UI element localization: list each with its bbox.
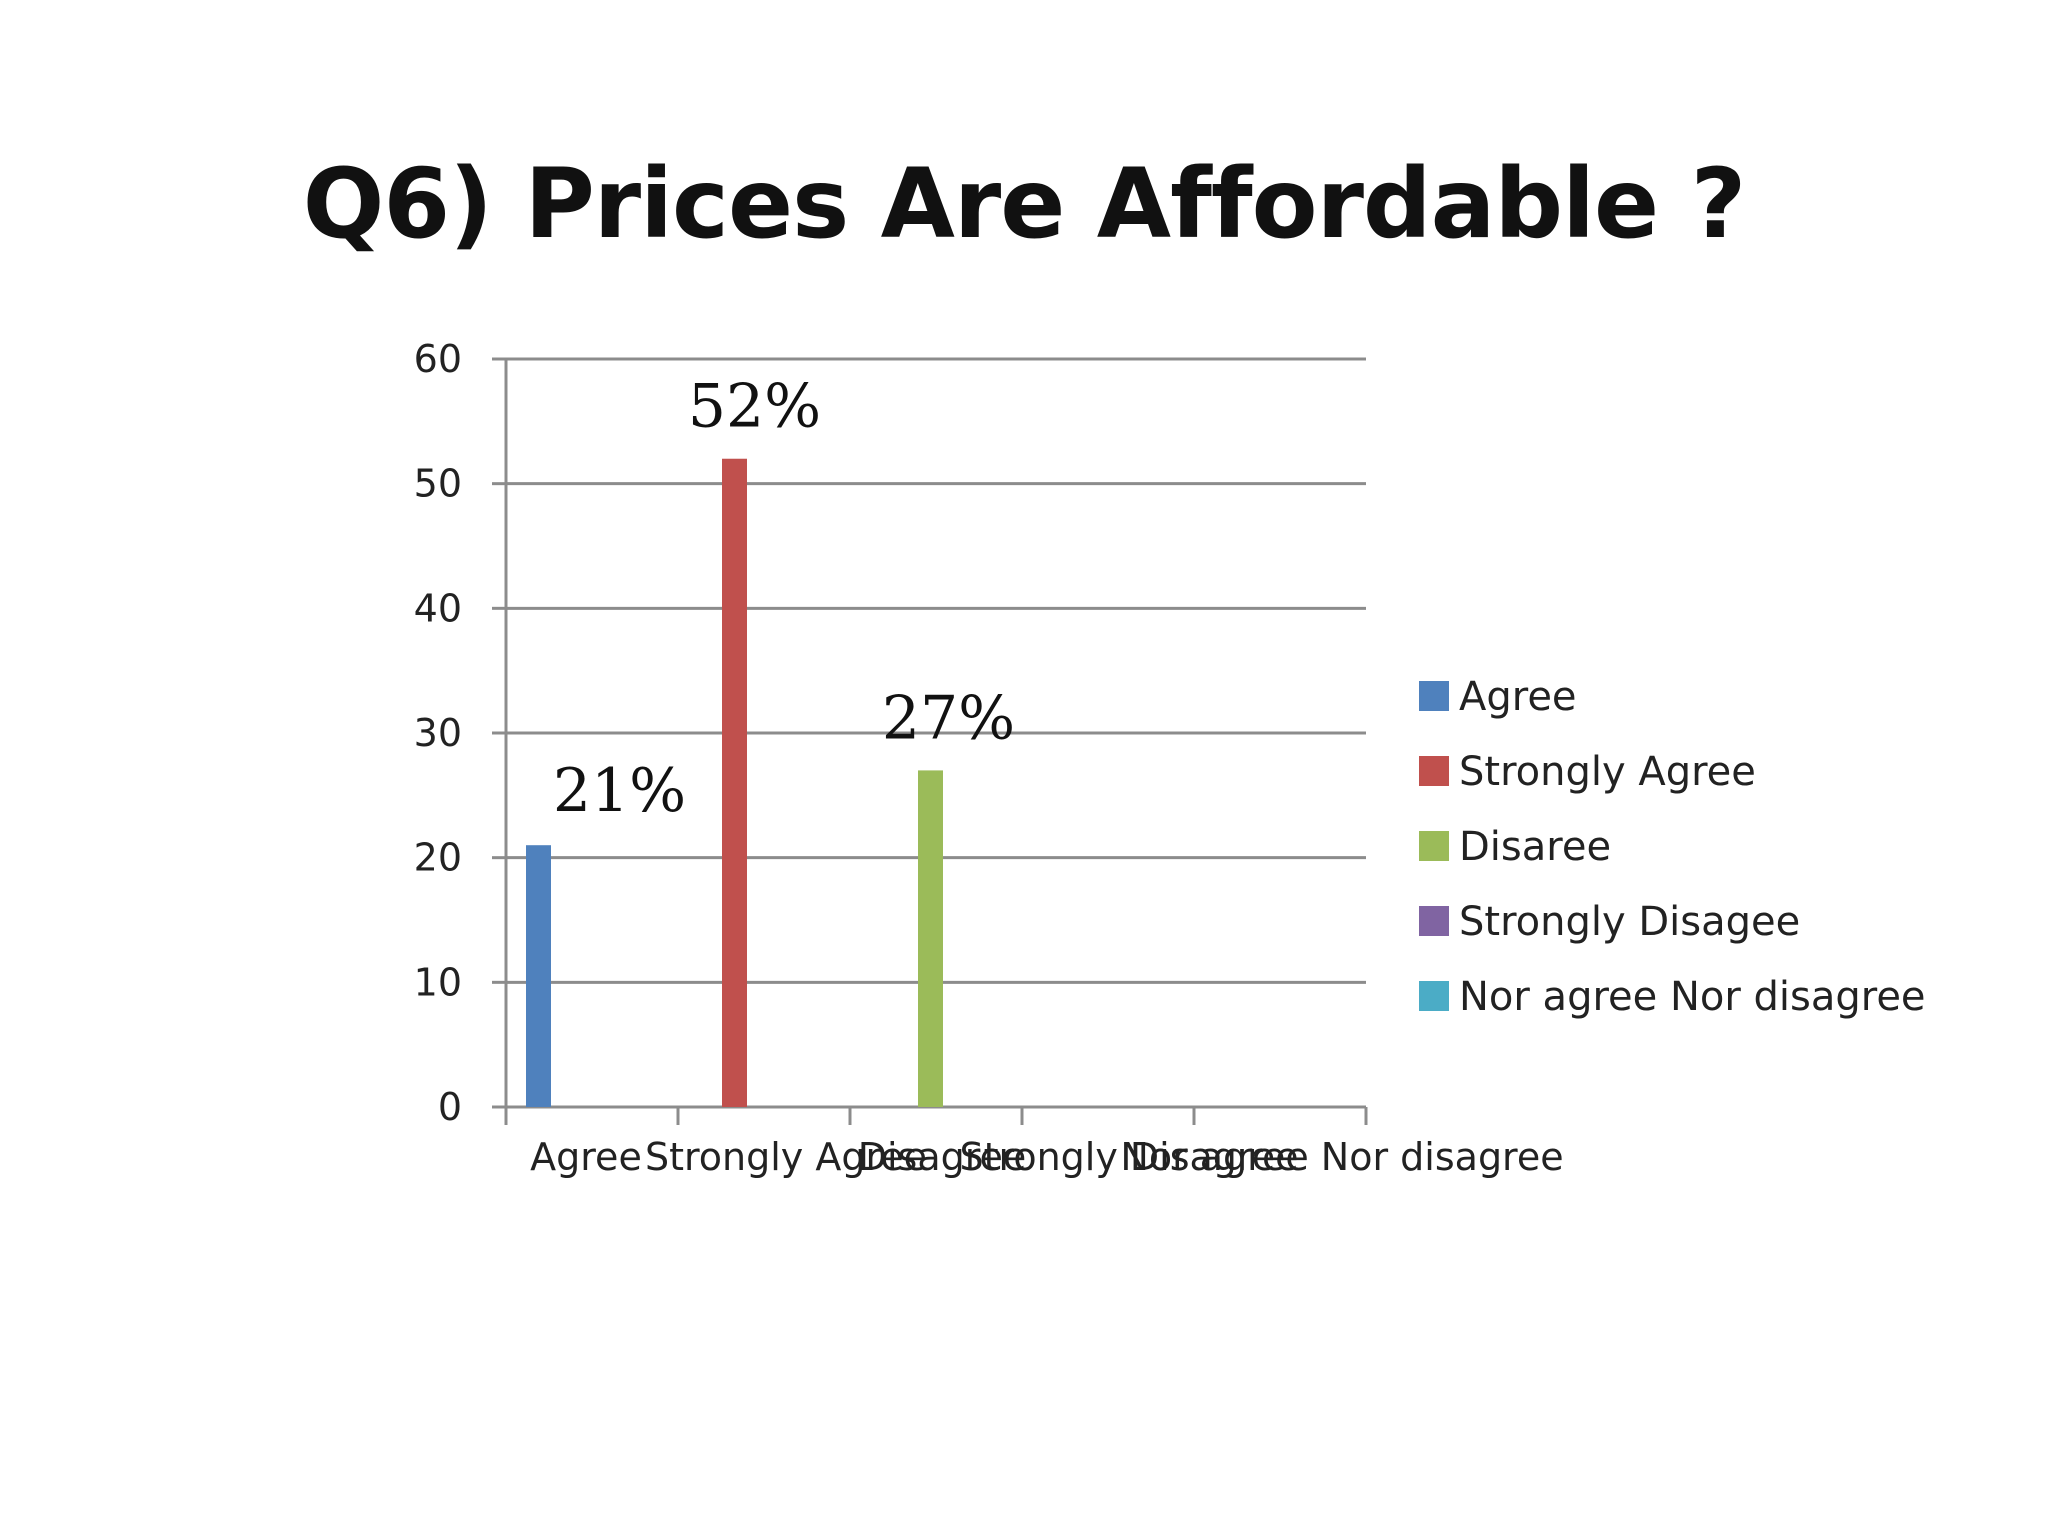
x-tick-label: Strongly Agree (645, 1135, 927, 1179)
bar (722, 458, 747, 1107)
y-tick-label: 40 (414, 586, 462, 630)
x-tick-label: Disagree (858, 1135, 1027, 1179)
data-label: 21% (553, 756, 686, 826)
bars (526, 458, 943, 1107)
bar (526, 845, 551, 1107)
x-tick-label: Strongly Disagree (960, 1135, 1299, 1179)
y-tick-label: 10 (414, 960, 462, 1004)
data-labels: 21% 52% 27% (553, 372, 1015, 826)
legend-label: Nor agree Nor disagree (1459, 974, 1926, 1020)
x-tick-label: Nor agree Nor disagree (1120, 1135, 1563, 1179)
legend-swatch (1419, 906, 1449, 936)
axes: 0 10 20 30 40 50 60 Agree Strongly AgreeDisagree… (414, 337, 1564, 1179)
y-tick-label: 50 (414, 462, 462, 506)
legend-label: Strongly Agree (1459, 749, 1756, 795)
legend-swatch (1419, 756, 1449, 786)
data-label: 52% (688, 372, 821, 442)
legend-swatch (1419, 681, 1449, 711)
chart-title: Q6) Prices Are Affordable ? (302, 148, 1747, 260)
data-label: 27% (882, 683, 1015, 753)
bar (918, 770, 943, 1107)
y-tick-label: 0 (438, 1085, 462, 1129)
legend-swatch (1419, 981, 1449, 1011)
legend-label: Strongly Disagee (1459, 899, 1800, 945)
y-tick-label: 20 (414, 836, 462, 880)
y-tick-label: 30 (414, 711, 462, 755)
x-tick-label: Agree (530, 1135, 642, 1179)
legend-label: Disaree (1459, 824, 1611, 870)
y-tick-label: 60 (414, 337, 462, 381)
legend: Agree Strongly Agree Disaree Strongly Disag… (1419, 674, 1926, 1020)
legend-label: Agree (1459, 674, 1577, 720)
legend-swatch (1419, 831, 1449, 861)
